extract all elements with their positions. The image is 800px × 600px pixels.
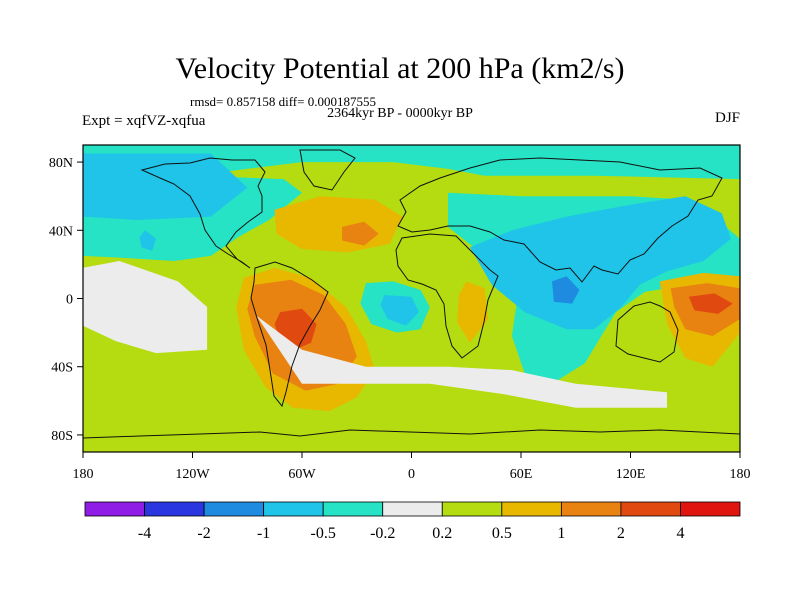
colorbar-swatch (620, 501, 681, 517)
y-tick-label: 80S (51, 429, 73, 444)
colorbar-label: 4 (676, 525, 684, 542)
y-tick-label: 40S (51, 361, 73, 376)
colorbar-label: 2 (617, 525, 625, 542)
colorbar-label: -0.5 (311, 525, 336, 542)
colorbar-label: -4 (138, 525, 151, 542)
contour-region-indian-ocean-low-center (552, 276, 580, 304)
chart-title: Velocity Potential at 200 hPa (km2/s) (175, 52, 625, 85)
y-tick-label: 80N (49, 156, 73, 171)
colorbar-label: -2 (197, 525, 210, 542)
x-tick-label: 120W (175, 467, 210, 482)
colorbar-swatch (322, 501, 384, 517)
colorbar-swatch (441, 501, 503, 517)
colorbar-swatch (501, 501, 562, 517)
coastline-eurasia (397, 157, 723, 283)
contour-region-west-pacific-small-low (139, 230, 156, 251)
contour-region-arctic-band (83, 145, 740, 180)
colorbar-label: -1 (257, 525, 270, 542)
colorbar-label: 0.2 (432, 525, 452, 542)
coastline-antarctica (83, 429, 740, 439)
contour-region-west-pacific-ridge-center (688, 293, 733, 314)
colorbar-swatch (680, 501, 741, 517)
coastline-north-america (140, 157, 266, 269)
colorbar-swatch (144, 501, 205, 517)
contour-region-north-pacific-low-core (83, 153, 248, 220)
coastline-australia (615, 301, 679, 363)
x-tick-label: 60E (510, 467, 533, 482)
colorbar-swatch (263, 501, 324, 517)
period-subtitle: 2364kyr BP - 0000kyr BP (327, 106, 473, 121)
contour-region-north-atlantic-ridge-core (342, 221, 379, 246)
colorbar-label: -0.2 (370, 525, 395, 542)
season-label: DJF (714, 110, 740, 126)
colorbar-swatch (203, 501, 265, 517)
x-tick-label: 180 (730, 467, 751, 482)
coastline-africa (395, 233, 499, 359)
colorbar-swatch (382, 501, 443, 517)
colorbar-swatch (560, 501, 622, 517)
experiment-label: Expt = xqfVZ-xqfua (82, 113, 206, 129)
contour-region-indian-ocean-low-core (469, 196, 731, 330)
x-tick-label: 0 (408, 467, 415, 482)
rmsd-diff-stats: rmsd= 0.857158 diff= 0.000187555 (190, 94, 376, 109)
map-axes: 180 120W 60W 0 60E 120E 180 80N 40N 0 40S 80S (49, 156, 751, 482)
y-tick-label: 40N (49, 224, 73, 239)
coastline-greenland (299, 149, 356, 191)
x-tick-label: 180 (73, 467, 94, 482)
colorbar-swatch (84, 501, 145, 517)
contour-field (83, 145, 740, 452)
colorbar-label: 1 (557, 525, 565, 542)
coastlines (83, 149, 740, 439)
y-tick-label: 0 (66, 293, 73, 308)
contour-region-south-pacific-neutral-band (83, 261, 208, 354)
colorbar: -4 -2 -1 -0.5 -0.2 0.2 0.5 1 2 4 (84, 501, 741, 542)
contour-region-south-atlantic-low-core (380, 295, 419, 326)
contour-region-southern-subtropical-neutral-band (256, 315, 667, 408)
contour-region-africa-ridge (457, 281, 489, 343)
colorbar-label: 0.5 (492, 525, 512, 542)
x-tick-label: 120E (616, 467, 646, 482)
coastline-south-america (250, 261, 329, 408)
x-tick-label: 60W (288, 467, 316, 482)
